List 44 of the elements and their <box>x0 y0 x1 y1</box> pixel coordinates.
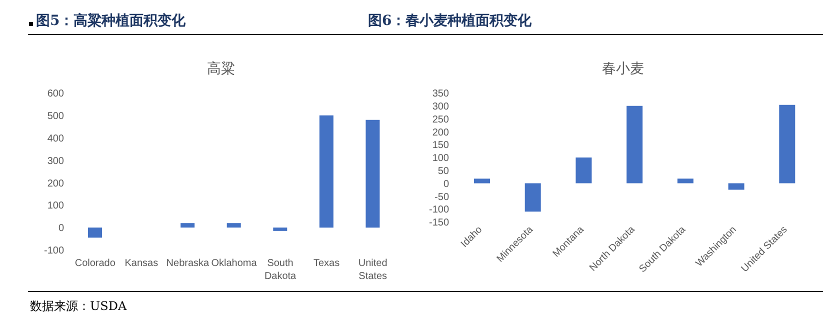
bar <box>677 178 694 184</box>
y-tick-label: 350 <box>432 88 450 100</box>
x-tick-label: Colorado <box>74 258 116 269</box>
y-tick-label: 300 <box>47 156 64 167</box>
y-tick-label: -100 <box>428 204 450 216</box>
source-note: 数据来源：USDA <box>30 298 127 315</box>
x-tick-label: Texas <box>314 258 340 269</box>
bar <box>626 106 643 184</box>
bar <box>180 223 195 228</box>
chart-subtitle: 春小麦 <box>601 60 645 78</box>
x-tick-label: Kansas <box>124 258 158 269</box>
chart-subtitle: 高粱 <box>206 60 236 78</box>
x-tick-label: Nebraska <box>166 258 210 269</box>
y-tick-label: 0 <box>58 223 64 234</box>
y-tick-label: 400 <box>47 133 64 144</box>
bar <box>319 115 334 228</box>
bar <box>273 228 288 231</box>
y-tick-label: -50 <box>434 192 450 203</box>
bar <box>576 158 592 184</box>
bar <box>474 178 490 184</box>
y-tick-label: 100 <box>47 200 64 212</box>
chart-title: 图6：春小麦种植面积变化 <box>368 12 532 30</box>
y-tick-label: -100 <box>44 246 64 257</box>
y-tick-label: 300 <box>432 101 450 112</box>
bar <box>779 104 796 184</box>
x-tick-label: Oklahoma <box>211 258 258 269</box>
y-tick-label: 500 <box>47 110 64 122</box>
y-tick-label: 0 <box>443 178 450 190</box>
y-tick-label: 50 <box>438 166 450 177</box>
bar <box>524 183 541 212</box>
bar <box>366 120 380 228</box>
bar <box>728 183 744 190</box>
y-tick-label: 100 <box>432 153 450 164</box>
y-tick-label: -150 <box>428 218 450 229</box>
x-tick-label: United States <box>358 258 388 282</box>
y-tick-label: 150 <box>432 140 450 152</box>
chart-title: 图5：高粱种植面积变化 <box>36 12 186 30</box>
x-tick-label: South Dakota <box>264 258 297 282</box>
y-tick-label: 250 <box>432 114 450 126</box>
bar <box>88 228 102 238</box>
y-tick-label: 200 <box>432 127 450 138</box>
bar <box>226 223 241 228</box>
y-tick-label: 200 <box>47 178 64 190</box>
y-tick-label: 600 <box>47 88 64 100</box>
